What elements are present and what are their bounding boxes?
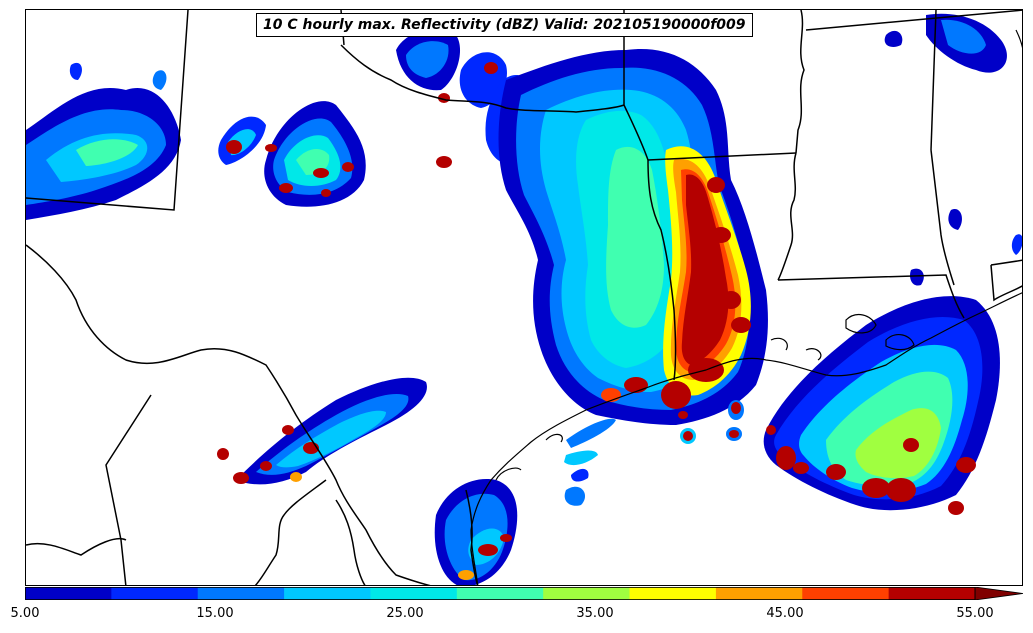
colorbar-segment <box>197 587 285 600</box>
colorbar-extend-arrow <box>974 587 1023 600</box>
colorbar-tick-label: 45.00 <box>766 606 804 621</box>
reflectivity-field-main-squall-line <box>498 49 768 426</box>
reflectivity-field-southwest <box>217 377 427 485</box>
colorbar-tick-label: 15.00 <box>196 606 234 621</box>
colorbar-segment <box>370 587 458 600</box>
reflectivity-field-south <box>434 479 586 585</box>
colorbar-tick-label: 35.00 <box>576 606 614 621</box>
colorbar-tick-label: 55.00 <box>956 606 994 621</box>
colorbar-segment <box>456 587 544 600</box>
colorbar-segment <box>715 587 803 600</box>
state-and-country-borders <box>26 10 1022 585</box>
colorbar-segment <box>629 587 717 600</box>
colorbar-segment <box>543 587 631 600</box>
reflectivity-field-gulf-cells <box>564 400 744 482</box>
reflectivity-field-east <box>884 13 1022 286</box>
colorbar <box>25 587 1023 600</box>
reflectivity-field-southeast <box>763 296 1000 515</box>
map-title: 10 C hourly max. Reflectivity (dBZ) Vali… <box>256 13 753 37</box>
colorbar-segment <box>111 587 199 600</box>
colorbar-outline <box>25 587 976 600</box>
colorbar-segments <box>25 587 976 600</box>
colorbar-tick-label: 5.00 <box>10 606 40 621</box>
colorbar-segment <box>802 587 890 600</box>
reflectivity-map <box>26 10 1022 585</box>
map-panel <box>25 9 1023 586</box>
gulf-coastline <box>470 29 1022 585</box>
reflectivity-field-west-cells <box>218 101 366 207</box>
colorbar-segment <box>284 587 371 600</box>
colorbar-tick-label: 25.00 <box>386 606 424 621</box>
colorbar-segment <box>888 587 976 600</box>
colorbar-segment <box>25 587 112 600</box>
reflectivity-field-northwest <box>26 62 181 220</box>
